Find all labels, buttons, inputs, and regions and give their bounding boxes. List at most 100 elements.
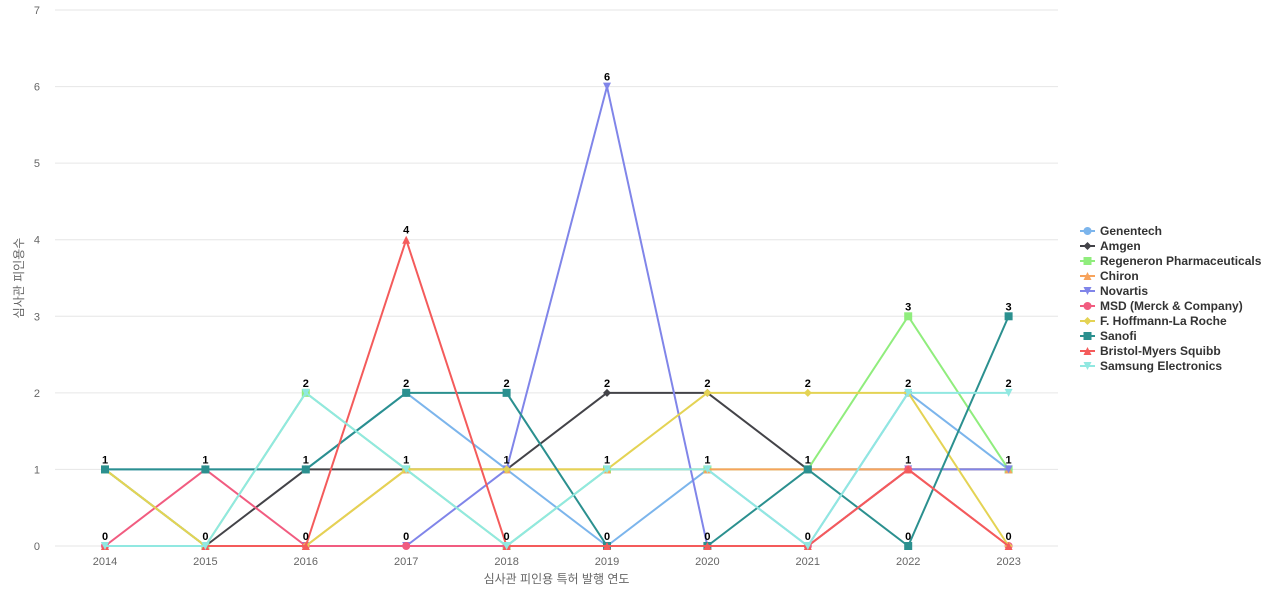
data-point-samsung-electronics: [803, 542, 812, 550]
y-tick-label: 4: [34, 235, 40, 247]
legend-swatch-marker: [1083, 302, 1092, 310]
data-point-sanofi: [803, 465, 812, 474]
legend-label: Genentech: [1100, 224, 1162, 238]
data-point-sanofi: [301, 465, 310, 474]
legend-item-amgen[interactable]: Amgen: [1080, 239, 1141, 253]
legend-label: Sanofi: [1100, 329, 1137, 343]
legend-swatch-marker: [1083, 362, 1092, 370]
legend-item-chiron[interactable]: Chiron: [1080, 269, 1139, 283]
data-label: 1: [905, 454, 911, 466]
x-tick-label: 2018: [494, 556, 518, 568]
x-tick-label: 2015: [193, 556, 217, 568]
x-tick-label: 2022: [896, 556, 920, 568]
y-tick-label: 1: [34, 464, 40, 476]
legend-item-genentech[interactable]: Genentech: [1080, 224, 1162, 238]
legend-swatch-marker: [1083, 257, 1092, 265]
data-point-amgen: [603, 388, 611, 397]
data-label: 2: [805, 378, 811, 390]
data-label: 0: [805, 531, 811, 543]
data-point-sanofi: [201, 465, 210, 474]
data-label: 0: [604, 531, 610, 543]
data-point-sanofi: [904, 542, 913, 550]
legend-item-regeneron-pharmaceuticals[interactable]: Regeneron Pharmaceuticals: [1080, 254, 1262, 268]
data-point-novartis: [603, 82, 611, 91]
data-point-sanofi: [402, 388, 411, 397]
data-label: 1: [504, 454, 510, 466]
legend-swatch-marker: [1083, 272, 1092, 280]
y-tick-label: 0: [34, 541, 40, 553]
data-point-sanofi: [101, 465, 109, 474]
series-line-samsung-electronics: [104, 391, 1010, 547]
data-label: 1: [403, 454, 409, 466]
x-tick-label: 2017: [394, 556, 418, 568]
data-point-sanofi: [1004, 312, 1013, 321]
series-bristol-myers-squibb: [101, 235, 1013, 550]
data-label: 0: [1006, 531, 1012, 543]
data-point-samsung-electronics: [904, 388, 913, 397]
x-axis-ticks: 2014 2015 2016 2017 2018 2019 2020 2021 2022 2023: [93, 556, 1021, 568]
data-point-f-hoffmann-la-roche: [502, 465, 511, 474]
x-axis-title: 심사관 피인용 특허 발행 연도: [484, 571, 630, 586]
series-line-bristol-myers-squibb: [104, 238, 1010, 547]
data-label: 2: [303, 378, 309, 390]
data-label: 0: [704, 531, 710, 543]
data-label: 0: [303, 531, 309, 543]
x-tick-label: 2021: [796, 556, 820, 568]
data-point-bristol-myers-squibb: [603, 542, 611, 550]
legend-swatch-marker: [1083, 332, 1092, 340]
legend-label: Novartis: [1100, 284, 1148, 298]
data-point-bristol-myers-squibb: [703, 542, 712, 550]
legend-item-f-hoffmann-la-roche[interactable]: F. Hoffmann-La Roche: [1080, 314, 1227, 328]
legend-label: Bristol-Myers Squibb: [1100, 344, 1221, 358]
data-point-samsung-electronics: [402, 465, 411, 474]
data-point-sanofi: [502, 388, 511, 397]
data-label: 3: [905, 301, 911, 313]
data-label: 2: [1006, 378, 1012, 390]
data-label: 1: [303, 454, 309, 466]
y-tick-label: 6: [34, 82, 40, 94]
legend-item-sanofi[interactable]: Sanofi: [1080, 329, 1137, 343]
data-label: 6: [604, 72, 610, 84]
y-tick-label: 5: [34, 158, 40, 170]
data-label: 3: [1006, 301, 1012, 313]
data-label: 2: [504, 378, 510, 390]
data-point-bristol-myers-squibb: [904, 465, 913, 474]
data-point-samsung-electronics: [101, 542, 109, 550]
data-point-bristol-myers-squibb: [1004, 542, 1013, 550]
data-label: 0: [905, 531, 911, 543]
legend-label: Samsung Electronics: [1100, 359, 1222, 373]
data-point-msd-merck-company: [402, 542, 411, 550]
legend-label: F. Hoffmann-La Roche: [1100, 314, 1227, 328]
data-label: 2: [604, 378, 610, 390]
data-point-f-hoffmann-la-roche: [803, 388, 812, 397]
data-label: 0: [102, 531, 108, 543]
legend-swatch-marker: [1083, 242, 1092, 250]
series-lines: [101, 82, 1013, 550]
data-point-bristol-myers-squibb: [301, 542, 310, 550]
legend-label: Regeneron Pharmaceuticals: [1100, 254, 1262, 268]
legend-item-samsung-electronics[interactable]: Samsung Electronics: [1080, 359, 1222, 373]
data-point-novartis: [1004, 465, 1013, 474]
legend-item-novartis[interactable]: Novartis: [1080, 284, 1148, 298]
data-label: 0: [504, 531, 510, 543]
legend-swatch-marker: [1083, 347, 1092, 355]
legend-label: Amgen: [1100, 239, 1141, 253]
legend-item-msd-merck-company[interactable]: MSD (Merck & Company): [1080, 299, 1243, 313]
legend-swatch-marker: [1083, 317, 1092, 325]
legend-label: MSD (Merck & Company): [1100, 299, 1243, 313]
data-point-samsung-electronics: [603, 465, 611, 474]
y-tick-label: 7: [34, 5, 40, 17]
data-point-f-hoffmann-la-roche: [703, 388, 712, 397]
y-axis-title: 심사관 피인용수: [12, 238, 26, 319]
data-point-samsung-electronics: [703, 465, 712, 474]
legend-item-bristol-myers-squibb[interactable]: Bristol-Myers Squibb: [1080, 344, 1221, 358]
data-label: 2: [905, 378, 911, 390]
x-tick-label: 2020: [695, 556, 719, 568]
legend-swatch-marker: [1083, 227, 1092, 235]
data-label: 1: [704, 454, 710, 466]
data-label: 2: [704, 378, 710, 390]
x-tick-label: 2014: [93, 556, 117, 568]
